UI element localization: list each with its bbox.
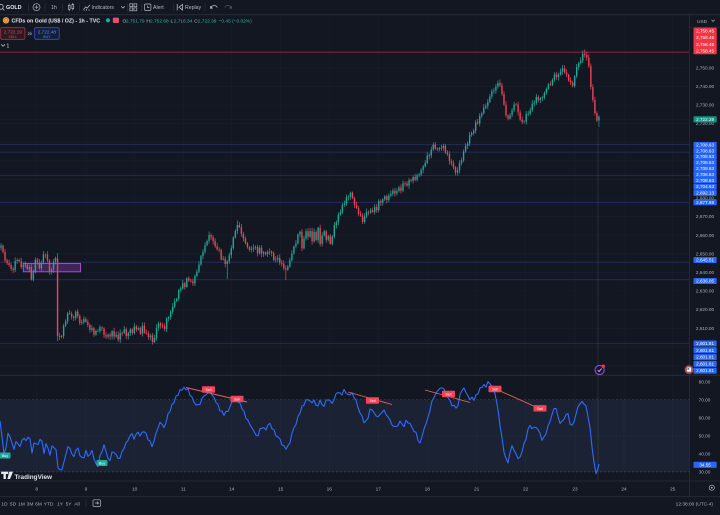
svg-text:2,722.39: 2,722.39 <box>198 18 217 24</box>
svg-text:70.00: 70.00 <box>699 397 711 402</box>
svg-text:11: 11 <box>181 486 186 492</box>
svg-text:6M: 6M <box>35 501 42 507</box>
svg-text:2,718.34: 2,718.34 <box>174 18 193 24</box>
svg-text:2,758.45: 2,758.45 <box>696 48 714 53</box>
svg-text:2,708.63: 2,708.63 <box>696 148 714 153</box>
svg-text:2,704.63: 2,704.63 <box>696 184 714 189</box>
svg-text:2,645.51: 2,645.51 <box>696 258 714 263</box>
svg-text:CFDs on Gold (US$ / OZ) - 1h -: CFDs on Gold (US$ / OZ) - 1h - TVC <box>12 18 101 24</box>
svg-text:3M: 3M <box>27 501 34 507</box>
svg-text:2,601.81: 2,601.81 <box>696 348 714 353</box>
svg-text:2,708.63: 2,708.63 <box>696 143 714 148</box>
svg-text:2,601.81: 2,601.81 <box>696 341 714 346</box>
svg-text:2,758.45: 2,758.45 <box>696 35 714 40</box>
svg-text:50.00: 50.00 <box>699 433 711 438</box>
svg-text:Indicators: Indicators <box>92 5 115 11</box>
svg-text:Sell: Sell <box>537 407 543 411</box>
svg-text:1: 1 <box>7 44 10 50</box>
svg-text:2,708.63: 2,708.63 <box>696 160 714 165</box>
svg-text:2,708.63: 2,708.63 <box>696 154 714 159</box>
svg-text:2,722.19: 2,722.19 <box>4 29 23 34</box>
svg-text:Replay: Replay <box>185 5 202 11</box>
svg-text:60.00: 60.00 <box>699 415 711 420</box>
svg-text:8: 8 <box>35 486 38 492</box>
svg-text:2,708.63: 2,708.63 <box>696 166 714 171</box>
svg-text:2,601.81: 2,601.81 <box>696 355 714 360</box>
svg-text:USD: USD <box>697 19 708 25</box>
svg-text:1h: 1h <box>51 5 57 11</box>
svg-text:TradingView: TradingView <box>15 474 53 481</box>
svg-text:2,730.00: 2,730.00 <box>696 103 715 108</box>
svg-text:2,630.00: 2,630.00 <box>696 289 715 294</box>
svg-text:24: 24 <box>621 486 627 492</box>
svg-text:YTD: YTD <box>44 501 54 507</box>
svg-text:29: 29 <box>28 32 32 36</box>
svg-text:BUY: BUY <box>43 35 51 39</box>
svg-text:2,601.81: 2,601.81 <box>696 361 714 366</box>
svg-text:C: C <box>194 18 198 24</box>
svg-text:2,601.81: 2,601.81 <box>696 368 714 373</box>
svg-text:Sell: Sell <box>446 393 452 397</box>
svg-text:2,677.69: 2,677.69 <box>696 200 714 205</box>
svg-text:2,722.29: 2,722.29 <box>696 117 714 122</box>
svg-text:All: All <box>74 501 79 507</box>
svg-text:1Y: 1Y <box>57 501 64 507</box>
svg-text:SELL: SELL <box>9 35 18 39</box>
svg-text:2,670.00: 2,670.00 <box>696 214 715 219</box>
svg-text:Sell: Sell <box>234 398 240 402</box>
svg-text:30.00: 30.00 <box>699 470 711 475</box>
svg-text:2,750.00: 2,750.00 <box>696 65 715 70</box>
svg-text:18: 18 <box>425 486 431 492</box>
svg-text:34.55: 34.55 <box>699 462 711 467</box>
svg-text:2,740.00: 2,740.00 <box>696 84 715 89</box>
svg-text:H: H <box>146 18 150 24</box>
svg-text:L: L <box>171 18 174 24</box>
svg-text:2,660.00: 2,660.00 <box>696 233 715 238</box>
svg-text:22: 22 <box>523 486 529 492</box>
svg-text:25: 25 <box>670 486 676 492</box>
svg-text:9: 9 <box>85 486 88 492</box>
svg-text:5Y: 5Y <box>66 501 73 507</box>
svg-text:2,610.00: 2,610.00 <box>696 326 715 331</box>
svg-text:GOLD: GOLD <box>6 5 22 11</box>
svg-text:15: 15 <box>278 486 284 492</box>
svg-text:1D: 1D <box>1 501 8 507</box>
svg-text:2,708.63: 2,708.63 <box>696 178 714 183</box>
svg-text:16: 16 <box>327 486 333 492</box>
svg-text:2,751.79: 2,751.79 <box>126 18 145 24</box>
svg-text:−0.45 (−0.02%): −0.45 (−0.02%) <box>219 18 252 24</box>
svg-text:10: 10 <box>132 486 138 492</box>
svg-text:2,752.68: 2,752.68 <box>150 18 169 24</box>
svg-text:Sell: Sell <box>492 388 498 392</box>
svg-text:17: 17 <box>376 486 382 492</box>
svg-text:23: 23 <box>572 486 578 492</box>
svg-text:Sell: Sell <box>206 388 212 392</box>
svg-text:2,636.05: 2,636.05 <box>696 279 714 284</box>
svg-text:2,758.45: 2,758.45 <box>696 29 714 34</box>
svg-text:40.00: 40.00 <box>699 452 711 457</box>
svg-text:2,650.00: 2,650.00 <box>696 251 715 256</box>
svg-text:Sell: Sell <box>370 399 376 403</box>
svg-text:21: 21 <box>474 486 480 492</box>
svg-text:2,720.00: 2,720.00 <box>696 121 715 126</box>
svg-text:Alert: Alert <box>153 5 164 11</box>
svg-text:O: O <box>123 18 127 24</box>
svg-text:2,692.13: 2,692.13 <box>696 191 714 196</box>
svg-text:2,708.63: 2,708.63 <box>696 172 714 177</box>
svg-text:80.00: 80.00 <box>699 379 711 384</box>
svg-text:2,758.45: 2,758.45 <box>696 42 714 47</box>
svg-text:1M: 1M <box>18 501 25 507</box>
svg-text:2,640.00: 2,640.00 <box>696 270 715 275</box>
svg-text:Buy: Buy <box>99 462 105 466</box>
svg-text:Buy: Buy <box>2 454 8 458</box>
svg-text:2,680.00: 2,680.00 <box>696 196 715 201</box>
svg-text:5D: 5D <box>10 501 17 507</box>
svg-text:12:38:00 (UTC-4): 12:38:00 (UTC-4) <box>676 502 714 508</box>
svg-text:14: 14 <box>229 486 235 492</box>
svg-text:2,722.48: 2,722.48 <box>38 29 57 34</box>
svg-text:2,620.00: 2,620.00 <box>696 307 715 312</box>
